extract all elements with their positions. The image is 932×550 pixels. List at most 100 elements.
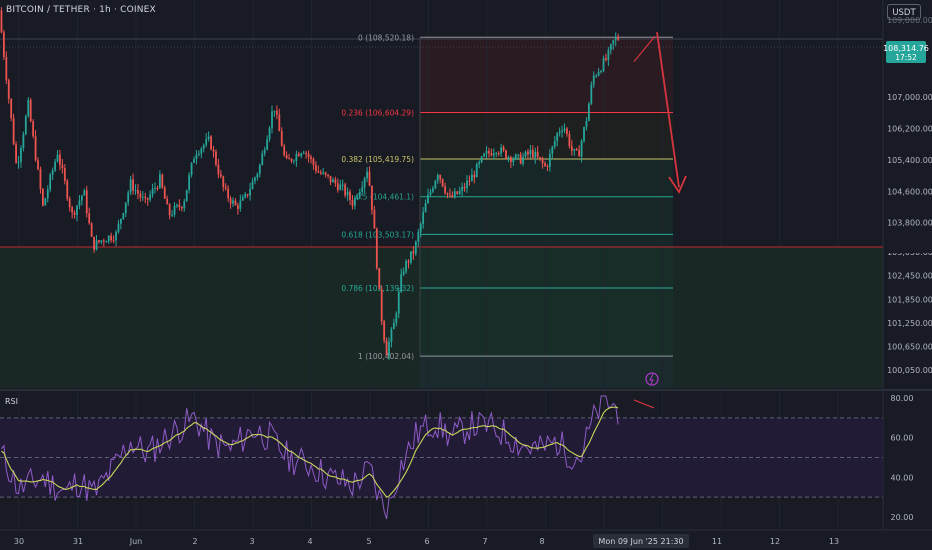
candle-body [410, 251, 412, 263]
candle-body [49, 174, 52, 190]
candle-body [422, 212, 425, 225]
candle-body [151, 188, 154, 195]
candle-body [407, 261, 410, 263]
candle-body [10, 98, 13, 119]
candle-body [575, 148, 578, 151]
price-scale-label: 104,600.00 [887, 187, 932, 196]
projection-arrow [656, 32, 680, 188]
candle-body [334, 179, 337, 184]
candle-body [605, 58, 607, 60]
candle-body [590, 84, 593, 104]
candle-body [429, 191, 432, 195]
candle-body [480, 156, 483, 163]
candle-body [609, 44, 612, 51]
candles [0, 7, 620, 360]
candle-body [541, 158, 544, 164]
lightning-glyph [649, 373, 654, 385]
candle-body [483, 153, 485, 157]
candle-body [402, 271, 405, 275]
candle-body [502, 147, 505, 151]
candle-body [563, 128, 566, 131]
candle-body [478, 162, 481, 165]
rsi-label: RSI [5, 397, 18, 406]
candle-body [373, 209, 376, 229]
candle-body [17, 161, 20, 163]
candle-body [424, 203, 427, 213]
candle-body [349, 191, 351, 201]
candle-body [366, 171, 368, 179]
candle-body [490, 153, 493, 156]
candle-body [341, 184, 344, 186]
candle-body [56, 154, 59, 162]
candle-body [29, 99, 32, 122]
fib-zone-3 [420, 356, 673, 388]
candle-body [414, 241, 417, 254]
currency-button[interactable]: USDT [887, 4, 921, 20]
candle-body [249, 189, 251, 196]
price-scale-label: 102,450.00 [887, 272, 932, 281]
candle-body [266, 139, 269, 150]
price-scale-label: 100,050.00 [887, 366, 932, 375]
fib-level-label: 0.5 (104,461.1) [356, 193, 414, 202]
candle-body [61, 164, 64, 169]
candle-body [339, 184, 342, 190]
candle-body [41, 188, 44, 206]
candle-body [90, 223, 93, 237]
candle-body [251, 181, 254, 190]
candle-body [458, 190, 461, 195]
candle-body [336, 183, 339, 190]
candle-body [132, 179, 134, 191]
fib-level-label: 0.236 (106,604.29) [341, 109, 414, 118]
candle-body [134, 189, 137, 191]
candle-body [183, 201, 186, 209]
candle-body [580, 140, 583, 157]
price-scale-label: 103,800.00 [887, 219, 932, 228]
candle-body [539, 156, 542, 159]
time-axis-label: 6 [424, 537, 429, 546]
candle-body [310, 157, 312, 159]
price-scale-label: 106,200.00 [887, 124, 932, 133]
candle-body [441, 178, 444, 187]
candle-body [7, 80, 10, 99]
candle-body [527, 151, 529, 155]
candle-body [122, 213, 125, 219]
candle-body [568, 133, 571, 147]
candle-body [358, 191, 361, 198]
candle-body [395, 313, 398, 324]
candle-body [139, 193, 142, 198]
candle-body [22, 134, 25, 149]
candle-body [39, 169, 42, 189]
candle-body [312, 158, 315, 165]
candle-body [141, 196, 144, 198]
candle-body [27, 99, 30, 117]
candle-body [522, 156, 524, 164]
crosshair-time-label: Mon 09 Jun '25 21:30 [598, 537, 683, 546]
candle-body [102, 240, 105, 242]
time-axis-label: 5 [366, 537, 371, 546]
candle-body [512, 159, 515, 162]
candle-body [463, 187, 466, 189]
time-axis-label: 2 [192, 537, 197, 546]
fib-level-label: 0 (108,520.18) [358, 33, 414, 42]
candle-body [202, 145, 205, 149]
candle-body [246, 194, 249, 196]
candle-body [602, 58, 605, 72]
candle-body [495, 153, 498, 155]
arrow-head [668, 175, 687, 194]
symbol-title[interactable]: BITCOIN / TETHER · 1h · COINEX [6, 5, 156, 15]
candle-body [453, 191, 456, 198]
candle-body [5, 56, 8, 81]
candle-body [451, 195, 454, 198]
candle-body [534, 151, 537, 158]
candle-body [392, 323, 395, 330]
candle-body [93, 236, 95, 250]
price-scale-label: 101,850.00 [887, 295, 932, 304]
candle-body [193, 159, 195, 163]
candle-body [449, 194, 451, 196]
candle-body [190, 162, 193, 176]
candle-body [509, 157, 512, 162]
candle-body [2, 32, 5, 57]
candle-body [146, 198, 149, 200]
